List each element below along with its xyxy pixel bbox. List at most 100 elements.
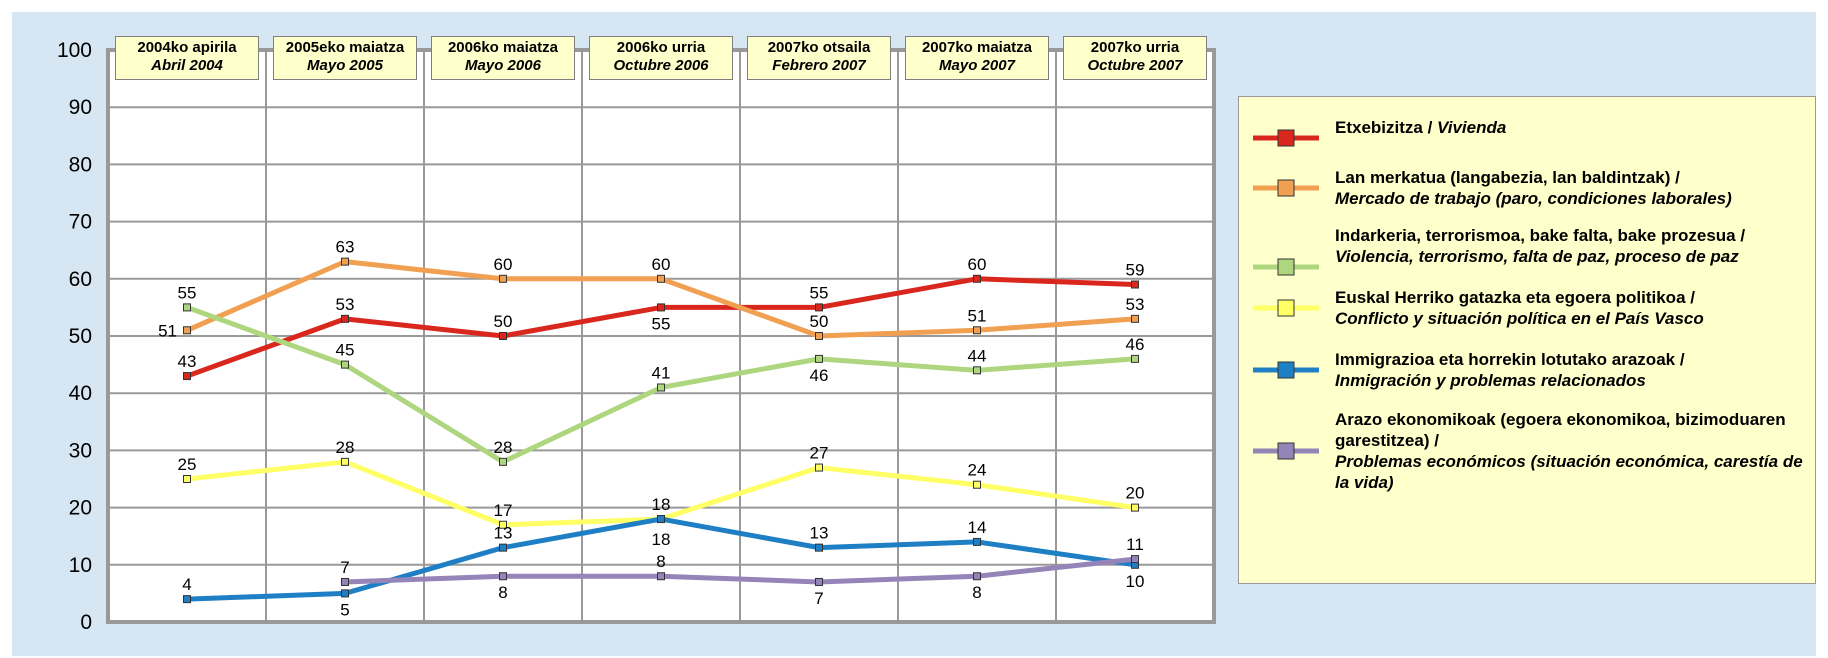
legend-label-es: Mercado de trabajo (paro, condiciones la… <box>1335 189 1732 208</box>
data-label: 18 <box>652 495 671 514</box>
data-point-marker <box>499 572 507 581</box>
data-label: 50 <box>494 312 513 331</box>
data-label: 44 <box>968 346 987 365</box>
data-label: 5 <box>340 600 349 619</box>
category-header: 2007ko otsaila Febrero 2007 <box>747 36 891 80</box>
data-point-marker <box>1131 280 1139 289</box>
category-label-eu: 2007ko urria <box>1090 39 1180 56</box>
data-label: 59 <box>1126 261 1145 280</box>
data-label: 50 <box>810 312 829 331</box>
category-label-eu: 2006ko urria <box>616 39 706 56</box>
data-point-marker <box>657 572 665 581</box>
legend-swatch <box>1253 129 1319 147</box>
category-label-es: Mayo 2006 <box>465 57 541 74</box>
series-line <box>344 556 1136 585</box>
data-point-marker <box>183 303 191 312</box>
legend-label-es: Inmigración y problemas relacionados <box>1335 371 1646 390</box>
data-label: 55 <box>178 283 197 302</box>
data-point-marker <box>1131 354 1139 363</box>
category-header: 2006ko maiatza Mayo 2006 <box>431 36 575 80</box>
y-tick-label: 20 <box>69 497 92 520</box>
y-tick-label: 0 <box>80 611 92 634</box>
legend-marker <box>1277 299 1295 317</box>
data-point-marker <box>973 366 981 375</box>
legend-label-eu: Etxebizitza / <box>1335 118 1438 137</box>
legend-marker <box>1277 361 1295 379</box>
data-point-marker <box>183 595 191 604</box>
y-tick-label: 50 <box>69 325 92 348</box>
legend-label-eu: Euskal Herriko gatazka eta egoera politi… <box>1335 288 1695 307</box>
data-point-marker <box>341 577 349 586</box>
data-point-marker <box>1131 503 1139 512</box>
data-point-marker <box>183 326 191 335</box>
y-tick-label: 80 <box>69 153 92 176</box>
y-tick-label: 40 <box>69 382 92 405</box>
category-label-es: Octubre 2006 <box>613 57 709 74</box>
data-label: 51 <box>158 321 177 340</box>
data-point-marker <box>657 383 665 392</box>
category-label-eu: 2007ko otsaila <box>767 39 871 56</box>
data-point-marker <box>815 332 823 340</box>
data-label: 14 <box>968 518 987 537</box>
data-label: 63 <box>336 238 355 257</box>
category-label-eu: 2006ko maiatza <box>447 39 559 56</box>
category-label-es: Mayo 2005 <box>307 57 383 74</box>
legend-label: Immigrazioa eta horrekin lotutako arazoa… <box>1335 349 1805 391</box>
data-label: 11 <box>1126 535 1144 554</box>
legend-label: Etxebizitza / Vivienda <box>1335 117 1805 138</box>
data-point-marker <box>499 543 507 552</box>
category-header: 2005eko maiatza Mayo 2005 <box>273 36 417 80</box>
legend-label: Arazo ekonomikoak (egoera ekonomikoa, bi… <box>1335 409 1805 493</box>
data-point-marker <box>1131 555 1139 564</box>
category-label-eu: 2004ko apirila <box>137 39 237 56</box>
legend-label-eu: Immigrazioa eta horrekin lotutako arazoa… <box>1335 350 1685 369</box>
data-point-marker <box>657 274 665 283</box>
y-tick-label: 90 <box>69 96 92 119</box>
data-point-marker <box>973 480 981 489</box>
data-label: 8 <box>498 583 507 602</box>
category-header: 2007ko maiatza Mayo 2007 <box>905 36 1049 80</box>
data-label: 60 <box>494 255 513 274</box>
data-label: 4 <box>182 575 191 594</box>
data-point-marker <box>815 354 823 363</box>
data-point-marker <box>341 314 349 323</box>
legend-label-eu: Lan merkatua (langabezia, lan baldintzak… <box>1335 168 1680 187</box>
data-point-marker <box>815 303 823 312</box>
data-point-marker <box>499 457 507 466</box>
data-point-marker <box>815 543 823 552</box>
data-label: 28 <box>494 438 513 457</box>
data-point-marker <box>341 257 349 266</box>
y-tick-label: 30 <box>69 439 92 462</box>
category-header: 2004ko apirila Abril 2004 <box>115 36 259 80</box>
data-label: 8 <box>972 583 981 602</box>
category-header: 2007ko urria Octubre 2007 <box>1063 36 1207 80</box>
data-label: 24 <box>968 461 987 480</box>
data-point-marker <box>341 589 349 598</box>
legend-label-es: Problemas económicos (situación económic… <box>1335 452 1803 492</box>
data-point-marker <box>499 520 507 529</box>
data-label: 45 <box>336 341 355 360</box>
data-point-marker <box>1131 314 1139 323</box>
data-point-marker <box>973 326 981 335</box>
legend: Etxebizitza / Vivienda Lan merkatua (lang… <box>1238 96 1816 584</box>
data-point-marker <box>973 537 981 546</box>
legend-marker <box>1277 258 1295 276</box>
data-label: 10 <box>1126 572 1145 591</box>
data-label: 55 <box>810 283 829 302</box>
data-label: 7 <box>814 589 823 608</box>
data-label: 53 <box>336 295 355 314</box>
data-label: 51 <box>968 306 987 325</box>
legend-label-es: Conflicto y situación política en el Paí… <box>1335 309 1704 328</box>
data-label: 28 <box>336 438 355 457</box>
data-label: 27 <box>810 444 829 463</box>
legend-label-es: Violencia, terrorismo, falta de paz, pro… <box>1335 247 1739 266</box>
data-label: 13 <box>494 524 513 543</box>
data-label: 60 <box>968 255 987 274</box>
legend-swatch <box>1253 361 1319 379</box>
data-point-marker <box>973 572 981 581</box>
data-label: 43 <box>178 352 197 371</box>
data-point-marker <box>657 303 665 312</box>
category-label-eu: 2007ko maiatza <box>921 39 1033 56</box>
y-tick-label: 10 <box>69 554 92 577</box>
